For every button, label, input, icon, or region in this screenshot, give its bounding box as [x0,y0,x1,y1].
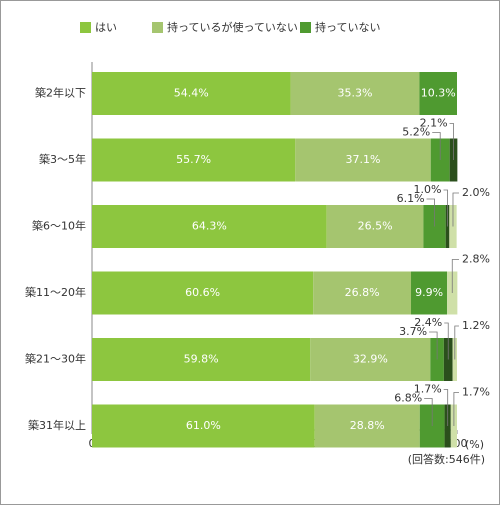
leader-line [444,322,449,360]
category-label: 築6～10年 [32,219,86,233]
data-label: 3.7% [399,325,427,338]
bar-segment [290,72,420,115]
bar-segment [92,404,315,448]
data-label: 2.8% [462,253,490,266]
data-label: 64.3% [192,220,227,233]
x-unit: (%) [465,438,484,451]
leader-line [429,331,438,360]
legend-label: はい [95,21,117,34]
data-label: 2.1% [420,117,448,130]
data-label: 10.3% [421,87,456,100]
data-label: 6.8% [394,392,422,405]
category-label: 築31年以上 [28,418,86,432]
legend-swatch [152,22,163,33]
leader-line [443,189,448,227]
bar-segment [313,271,412,315]
data-label: 54.4% [174,87,209,100]
data-label: 26.5% [358,220,393,233]
leader-line [432,132,441,160]
data-label: 26.8% [345,286,380,299]
legend-swatch [80,22,91,33]
data-label: 37.1% [346,153,381,166]
data-label: 2.4% [414,316,442,329]
category-label: 築2年以下 [35,86,86,100]
bar-segment [411,271,448,315]
bar-segment [92,338,311,381]
bar-segment [92,271,314,315]
category-label: 築21～30年 [25,352,86,366]
bar-segment [326,205,424,248]
data-label: 35.3% [338,87,373,100]
bar-segment [92,205,327,248]
data-label: 55.7% [176,153,211,166]
leader-line [451,259,459,293]
data-label: 59.8% [184,353,219,366]
data-label: 28.8% [350,419,385,432]
leader-line [424,398,433,426]
category-label: 築3～5年 [39,152,86,166]
data-label: 9.9% [415,286,443,299]
leader-line [454,325,459,360]
bar-segment [92,138,296,182]
data-label: 1.0% [414,183,442,196]
data-label: 32.9% [353,353,388,366]
note: (回答数:546件) [408,452,485,466]
data-label: 1.7% [462,386,490,399]
data-label: 60.6% [185,286,220,299]
bar-segment [295,138,431,182]
category-label: 築11～20年 [25,285,86,299]
legend-swatch [300,22,311,33]
data-label: 1.7% [414,383,442,396]
data-label: 5.2% [402,126,430,139]
leader-line [426,198,435,227]
bar-segment [310,338,431,381]
leader-line [453,392,459,426]
leader-line [449,123,454,160]
legend-label: 持っているが使っていない [167,20,298,34]
leader-line [452,192,459,227]
leader-line [443,389,449,426]
data-label: 1.2% [462,319,490,332]
bar-segment [92,72,291,115]
legend-label: 持っていない [315,20,380,34]
data-label: 6.1% [397,192,425,205]
data-label: 2.0% [462,186,490,199]
bar-segment [419,72,457,115]
bar-segment [314,404,420,448]
data-label: 61.0% [186,419,221,432]
